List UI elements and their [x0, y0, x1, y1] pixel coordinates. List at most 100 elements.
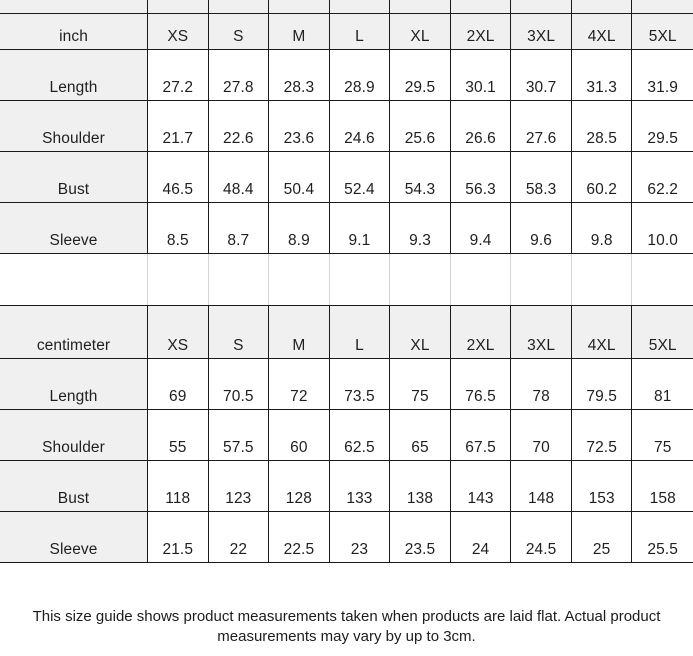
- size-value-cell: 24.5: [511, 512, 572, 562]
- size-table-inch: inch XS S M L XL 2XL 3XL 4XL 5XL Length 27.2 27.8 28.…: [0, 0, 693, 254]
- column-header-3xl: 3XL: [511, 14, 572, 49]
- spacer-row: [0, 254, 693, 306]
- size-value-cell: 29.5: [647, 130, 678, 147]
- row-label-length: Length: [0, 359, 148, 409]
- size-value-cell: 52.4: [330, 152, 391, 202]
- grid-cell: [329, 0, 391, 13]
- row-label-sleeve: Sleeve: [0, 203, 148, 253]
- size-value-cell: 27.6: [511, 101, 572, 151]
- data-row: Sleeve 21.5 22 22.5 23 23.5 24 24.5 25 25.5: [0, 512, 693, 563]
- column-header-4xl: 4XL: [571, 306, 633, 358]
- grid-cell: [511, 0, 572, 13]
- data-row: Bust 118 123 128 133 138 143 148 153 158: [0, 461, 693, 512]
- header-row: centimeter XS S M L XL 2XL 3XL 4XL 5XL: [0, 306, 693, 359]
- column-header-l: L: [329, 306, 391, 358]
- size-value-cell: 62.2: [647, 181, 678, 198]
- size-value-cell: 153: [572, 461, 633, 511]
- grid-cell: [450, 0, 512, 13]
- column-header-3xl: 3XL: [511, 306, 572, 358]
- size-value-cell: 48.4: [209, 152, 270, 202]
- column-header-5xl: 5XL: [632, 306, 693, 358]
- grid-cell: [0, 0, 148, 13]
- size-value-cell: 60: [269, 410, 330, 460]
- data-row: Shoulder 21.7 22.6 23.6 24.6 25.6 26.6 27.6 28.5…: [0, 101, 693, 152]
- column-header-m: M: [269, 306, 330, 358]
- size-value-cell: 31.9: [647, 79, 678, 96]
- grid-cell: [208, 0, 270, 13]
- size-value-cell: 67.5: [451, 410, 512, 460]
- size-value-cell: 9.6: [511, 203, 572, 253]
- grid-cell: [632, 0, 693, 13]
- size-value-cell: 21.7: [148, 101, 209, 151]
- row-label-bust: Bust: [0, 152, 148, 202]
- size-value-cell: 28.3: [269, 50, 330, 100]
- grid-cell: [571, 0, 633, 13]
- unit-label: inch: [0, 14, 148, 49]
- data-row: Length 27.2 27.8 28.3 28.9 29.5 30.1 30.7 31.3 31…: [0, 50, 693, 101]
- size-value-cell: 56.3: [451, 152, 512, 202]
- column-header-xs: XS: [148, 14, 209, 49]
- column-header-xl: XL: [390, 14, 451, 49]
- row-label-shoulder: Shoulder: [0, 410, 148, 460]
- size-value-cell: 9.1: [330, 203, 391, 253]
- size-value-cell: 23.6: [269, 101, 330, 151]
- row-label-length: Length: [0, 50, 148, 100]
- size-value-cell: 9.8: [572, 203, 633, 253]
- data-row: Length 69 70.5 72 73.5 75 76.5 78 79.5 81: [0, 359, 693, 410]
- spacer-cell: [269, 254, 330, 305]
- size-value-cell: 138: [390, 461, 451, 511]
- size-value-cell: 10.0: [647, 232, 678, 249]
- data-row: Bust 46.5 48.4 50.4 52.4 54.3 56.3 58.3 60.2 62.2: [0, 152, 693, 203]
- size-value-cell: 31.3: [572, 50, 633, 100]
- size-value-cell: 72: [269, 359, 330, 409]
- row-label-sleeve: Sleeve: [0, 512, 148, 562]
- size-value-cell: 60.2: [572, 152, 633, 202]
- size-value-cell: 22: [209, 512, 270, 562]
- footer-note: This size guide shows product measuremen…: [32, 608, 661, 646]
- size-value-cell: 65: [390, 410, 451, 460]
- size-value-cell: 28.5: [572, 101, 633, 151]
- spacer-cell: [511, 254, 572, 305]
- header-row: inch XS S M L XL 2XL 3XL 4XL 5XL: [0, 14, 693, 50]
- size-value-cell: 148: [511, 461, 572, 511]
- size-value-cell: 9.3: [390, 203, 451, 253]
- size-value-cell: 123: [209, 461, 270, 511]
- size-value-cell: 9.4: [451, 203, 512, 253]
- size-value-cell: 58.3: [511, 152, 572, 202]
- size-value-cell: 55: [148, 410, 209, 460]
- size-table-centimeter: centimeter XS S M L XL 2XL 3XL 4XL 5XL Length 69 70.…: [0, 306, 693, 563]
- size-value-cell: 25.6: [390, 101, 451, 151]
- size-value-cell: 79.5: [572, 359, 633, 409]
- size-value-cell: 72.5: [572, 410, 633, 460]
- column-header-2xl: 2XL: [450, 14, 512, 49]
- size-value-cell: 70.5: [209, 359, 270, 409]
- size-value-cell: 78: [511, 359, 572, 409]
- size-value-cell: 50.4: [269, 152, 330, 202]
- column-header-s: S: [208, 306, 270, 358]
- column-header-xl: XL: [390, 306, 451, 358]
- size-value-cell: 27.2: [148, 50, 209, 100]
- spacer-cell: [148, 254, 209, 305]
- size-value-cell: 133: [330, 461, 391, 511]
- row-label-shoulder: Shoulder: [0, 101, 148, 151]
- size-value-cell: 22.6: [209, 101, 270, 151]
- size-value-cell: 46.5: [148, 152, 209, 202]
- data-row: Shoulder 55 57.5 60 62.5 65 67.5 70 72.5 75: [0, 410, 693, 461]
- spacer-cell: [208, 254, 270, 305]
- size-value-cell: 76.5: [451, 359, 512, 409]
- size-value-cell: 26.6: [451, 101, 512, 151]
- size-value-cell: 22.5: [269, 512, 330, 562]
- size-value-cell: 81: [653, 388, 672, 405]
- size-tables: inch XS S M L XL 2XL 3XL 4XL 5XL Length 27.2 27.8 28.…: [0, 0, 693, 563]
- size-value-cell: 158: [649, 490, 676, 507]
- spacer-cell: [0, 254, 148, 305]
- sliver-row: [0, 0, 693, 14]
- spacer-cell: [571, 254, 633, 305]
- size-value-cell: 23: [330, 512, 391, 562]
- column-header-4xl: 4XL: [571, 14, 633, 49]
- column-header-xs: XS: [148, 306, 209, 358]
- spacer-cell: [329, 254, 391, 305]
- spacer-cell: [450, 254, 512, 305]
- column-header-s: S: [208, 14, 270, 49]
